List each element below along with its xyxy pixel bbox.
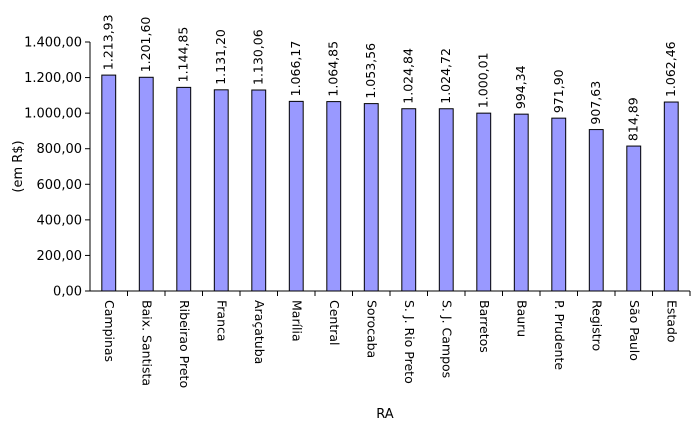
data-label: 1.000,01 (476, 52, 491, 108)
x-tick-label: Araçatuba (252, 300, 267, 364)
x-tick-label: Registro (589, 300, 604, 351)
x-tick-label: P. Prudente (552, 300, 567, 370)
x-tick-label: Estado (664, 300, 679, 343)
y-tick-label: 1.000,00 (24, 107, 82, 122)
x-tick-label: Campinas (102, 300, 117, 362)
y-tick-label: 1.200,00 (24, 71, 82, 86)
data-label: 1.144,85 (176, 27, 191, 83)
data-label: 1.130,06 (251, 29, 266, 85)
bar (476, 112, 492, 292)
bar (213, 89, 229, 292)
data-label: 1.062,46 (663, 41, 678, 97)
y-axis-title: (em R$) (11, 140, 26, 192)
x-tick-label: Bauru (514, 300, 529, 337)
bar (513, 113, 529, 292)
bar (551, 117, 567, 292)
bar (138, 76, 154, 292)
x-tick-label: Ribeirao Preto (177, 300, 192, 388)
bar (176, 86, 192, 292)
data-label: 907,63 (588, 81, 603, 125)
x-tick-label: Sorocaba (364, 300, 379, 358)
bar (663, 101, 679, 292)
x-tick-label: Baix. Santista (139, 300, 154, 386)
bar (288, 100, 304, 292)
data-label: 1.213,93 (101, 14, 116, 70)
data-label: 1.201,60 (138, 17, 153, 73)
x-tick-label: Franca (214, 300, 229, 342)
y-tick-label: 600,00 (37, 178, 83, 193)
data-label: 1.131,20 (213, 29, 228, 85)
y-tick-label: 0,00 (53, 285, 82, 300)
bar (363, 103, 379, 292)
x-tick-label: São Paulo (627, 300, 642, 361)
category-labels-group: Campinas Baix. Santista Ribeirao Preto Fran… (102, 291, 691, 388)
bar (326, 101, 342, 292)
data-label: 1.024,84 (401, 48, 416, 104)
data-label: 971,90 (551, 69, 566, 113)
bar (401, 108, 417, 292)
data-label: 1.053,56 (363, 43, 378, 99)
y-axis-ticks: 0,00 200,00 400,00 600,00 800,00 1.000,00 1.20… (24, 36, 90, 300)
y-tick-label: 1.400,00 (24, 36, 82, 51)
data-label: 1.024,72 (438, 48, 453, 104)
bar (251, 89, 267, 292)
data-label: 1.066,17 (288, 41, 303, 97)
value-labels-group: 1.213,93 1.201,60 1.144,85 1.131,20 1.130,06… (101, 14, 679, 141)
x-tick-label: S. J. Rio Preto (402, 300, 417, 384)
y-tick-label: 800,00 (37, 142, 83, 157)
x-tick-label: Central (327, 300, 342, 346)
bar (101, 74, 117, 292)
x-tick-label: S. J. Campos (439, 300, 454, 378)
bar (438, 108, 454, 292)
bar (588, 129, 604, 292)
y-tick-label: 400,00 (37, 213, 83, 228)
data-label: 1.064,85 (326, 41, 341, 97)
bar (626, 145, 642, 292)
x-tick-label: Barretos (477, 300, 492, 353)
y-tick-label: 200,00 (37, 249, 83, 264)
x-axis-title: RA (376, 407, 394, 422)
data-label: 814,89 (626, 97, 641, 141)
data-label: 994,34 (513, 65, 528, 109)
x-tick-label: Marília (289, 300, 304, 342)
